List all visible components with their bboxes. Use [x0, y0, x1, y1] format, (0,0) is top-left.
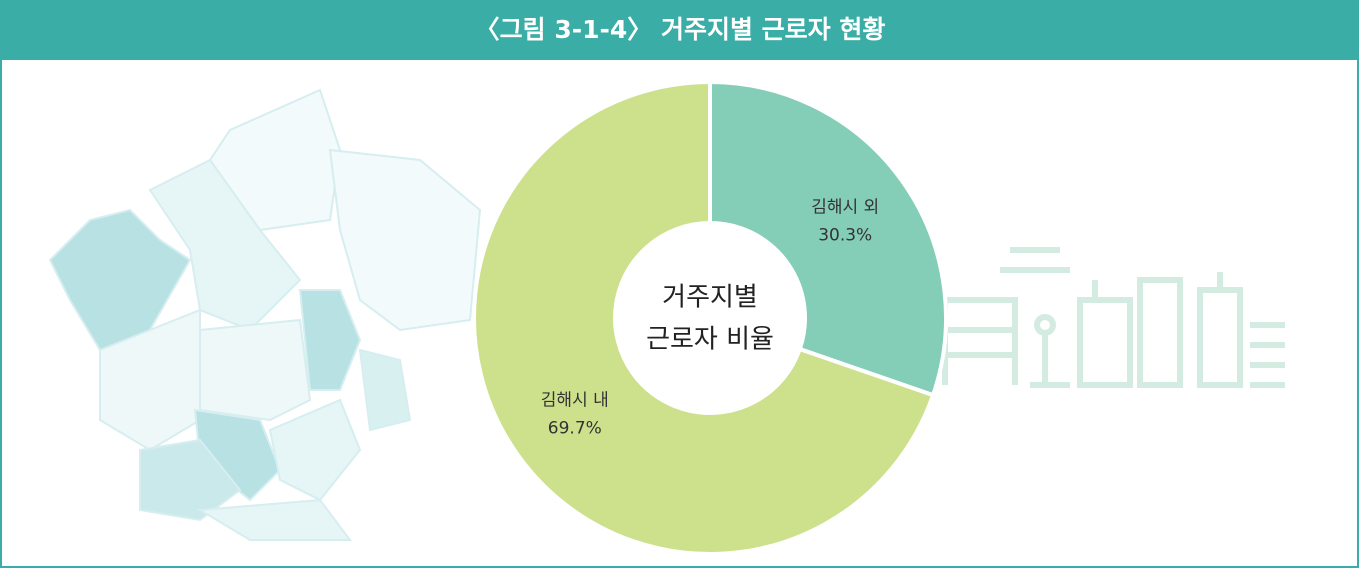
chart-title: 〈그림 3-1-4〉 거주지별 근로자 현황	[475, 15, 886, 44]
center-label: 근로자 비율	[646, 325, 774, 355]
slice-value-label: 30.3%	[818, 226, 872, 246]
donut-slice	[472, 79, 936, 556]
map-decoration	[48, 88, 482, 541]
center-label: 거주지별	[662, 283, 758, 313]
city-decoration	[942, 247, 1285, 388]
donut	[472, 79, 948, 556]
header-bar	[0, 0, 1359, 60]
slice-value-label: 69.7%	[548, 418, 602, 438]
donut-slice	[708, 79, 948, 398]
slice-category-label: 김해시 내	[541, 390, 609, 410]
slice-category-label: 김해시 외	[811, 198, 879, 218]
